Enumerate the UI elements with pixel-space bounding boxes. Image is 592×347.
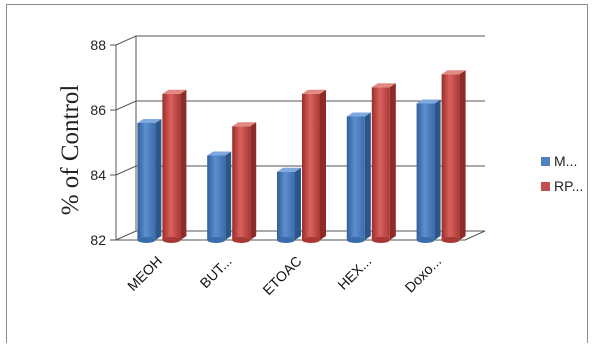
y-tick-label: 88 (90, 37, 106, 53)
bar-body (137, 123, 156, 240)
legend: M... RP... (541, 153, 583, 194)
bar-base (371, 237, 390, 243)
bar-etoac-s0 (277, 167, 301, 243)
bar-but-s0 (207, 151, 232, 243)
bar-side (155, 119, 162, 240)
bar-etoac-s1 (302, 89, 326, 243)
bar-doxo-s1 (441, 70, 466, 243)
bar-top (346, 112, 371, 117)
bar-body (162, 93, 181, 240)
y-tick-label: 84 (90, 167, 106, 183)
bar-base (441, 237, 460, 243)
bar-top (371, 83, 396, 88)
legend-swatch-s1 (541, 182, 550, 191)
y-tick-label: 86 (90, 102, 106, 118)
bar-meoh-s0 (137, 119, 162, 243)
bar-base (137, 237, 156, 243)
bar-meoh-s1 (162, 89, 187, 243)
bar-side (295, 167, 301, 240)
bar-top (232, 122, 257, 127)
bar-side (459, 70, 466, 240)
bar-body (371, 87, 390, 240)
bar-top (162, 89, 187, 94)
bar-body (416, 103, 435, 240)
y-tick-labels: 82 84 86 88 (90, 37, 106, 248)
x-category-label: Doxo... (402, 253, 445, 296)
x-category-label: ETOAC (259, 253, 304, 298)
bar-but-s1 (232, 122, 257, 243)
legend-swatch-s0 (541, 157, 550, 166)
legend-label-s1: RP... (554, 178, 583, 194)
bar-top (207, 151, 232, 156)
bar-side (434, 99, 441, 240)
bar-body (207, 155, 226, 240)
bar-top (277, 167, 301, 172)
bar-base (277, 237, 295, 243)
bar-side (225, 151, 232, 240)
bar-base (162, 237, 181, 243)
y-tick-label: 82 (90, 232, 106, 248)
bar-hex-s1 (371, 83, 396, 243)
bar-top (441, 70, 466, 75)
bar-base (302, 237, 320, 243)
bar-base (416, 237, 435, 243)
gridline-88 (115, 35, 485, 46)
x-category-label: HEX... (334, 253, 374, 293)
bar-base (232, 237, 251, 243)
bar-top (137, 119, 162, 123)
x-category-label: BUT... (197, 253, 235, 291)
bar-body (277, 171, 295, 240)
x-category-label: MEOH (124, 253, 165, 294)
legend-label-s0: M... (554, 153, 577, 169)
bar-top (416, 99, 441, 104)
bar-base (346, 237, 365, 243)
bar-side (320, 89, 326, 240)
bar-top (302, 89, 326, 94)
y-axis-title: % of Control (57, 85, 84, 216)
bar-side (180, 89, 187, 240)
bar-base (207, 237, 226, 243)
category-labels: MEOH BUT... ETOAC HEX... Doxo... (124, 253, 444, 298)
bars (137, 70, 466, 243)
bar-body (346, 116, 365, 240)
bar-doxo-s0 (416, 99, 441, 243)
bar-body (232, 126, 251, 240)
bar-side (250, 122, 257, 240)
bar-hex-s0 (346, 112, 371, 243)
bar-body (302, 93, 320, 240)
bar-side (364, 112, 371, 240)
bar-side (389, 83, 396, 240)
bar-body (441, 74, 460, 240)
